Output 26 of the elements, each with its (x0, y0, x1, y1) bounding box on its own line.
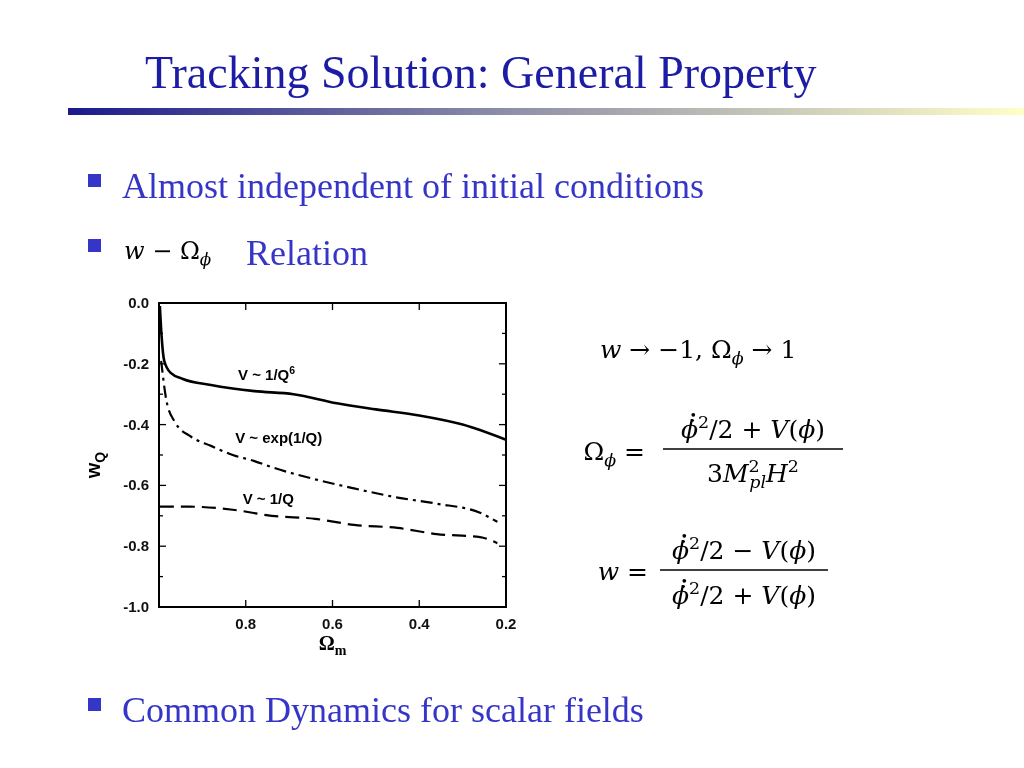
text: w = (597, 557, 648, 586)
x-tick-label: 0.6 (322, 615, 343, 632)
y-tick-label: -1.0 (123, 598, 149, 615)
text: w → −1, Ω$_{ϕ}$ → 1 (600, 335, 797, 369)
text: w − Ω$_{ϕ}$ (124, 237, 212, 269)
x-tick-label: 0.4 (408, 615, 431, 632)
text: ϕ̇$^{2}$/2 + V(ϕ) (672, 577, 816, 610)
text: ϕ̇$^{2}$/2 − V(ϕ) (672, 532, 816, 565)
series-label: V ~ 1/Q$^{6}$ (238, 363, 296, 384)
y-tick-label: -0.2 (123, 354, 149, 372)
x-tick-label: 0.8 (235, 615, 257, 632)
series-label: V ~ 1/Q (242, 490, 295, 508)
y-tick-label: -0.4 (123, 415, 150, 433)
text: Common Dynamics for scalar fields (122, 690, 644, 730)
y-tick-label: -0.6 (123, 476, 149, 494)
y-tick-label: 0.0 (128, 294, 149, 311)
text: Ω$_{ϕ}$ = (583, 437, 645, 471)
text: 3M$^{2}$$_{pl}$H$^{2}$ (707, 455, 799, 493)
y-tick-label: -0.8 (123, 537, 149, 555)
series-label: V ~ exp(1/Q) (235, 429, 323, 447)
text: ϕ̇$^{2}$/2 + V(ϕ) (681, 411, 825, 444)
chart-title: Tracking Solution: General Property (145, 47, 817, 98)
text: Almost independent of initial conditions (122, 166, 704, 206)
x-axis-title: Ω$_{m}$ (318, 632, 347, 658)
x-tick-label: 0.2 (495, 615, 517, 632)
text: Relation (246, 233, 368, 273)
